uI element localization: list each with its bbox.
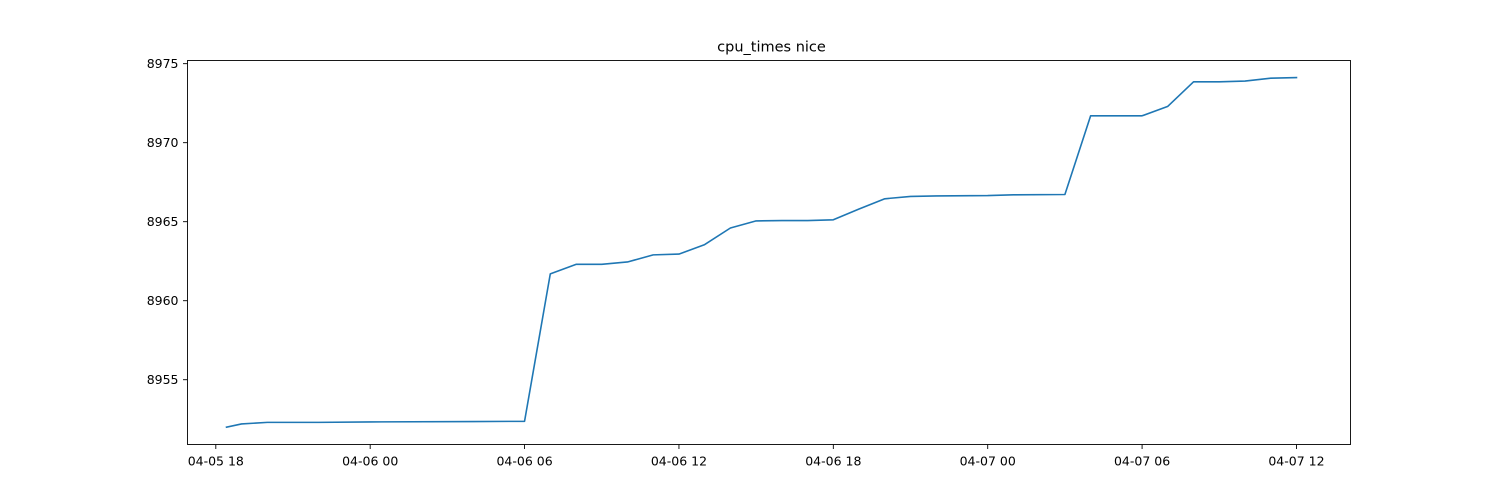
x-tick-label: 04-05 18 — [188, 454, 244, 469]
series-group — [225, 76, 1298, 429]
y-tick-label: 8965 — [147, 214, 179, 229]
y-tick-label: 8955 — [147, 372, 179, 387]
x-tick-label: 04-06 06 — [496, 454, 552, 469]
x-tick-label: 04-06 18 — [805, 454, 861, 469]
x-tick-label: 04-07 00 — [960, 454, 1016, 469]
y-tick-label: 8975 — [147, 56, 179, 71]
x-tick-label: 04-06 00 — [342, 454, 398, 469]
axes-frame — [187, 60, 1351, 445]
x-axis: 04-05 18 04-06 00 04-06 06 04-06 12 04-06 18… — [188, 444, 1325, 469]
series-line — [225, 76, 1298, 429]
y-axis: 8955 8960 8965 8970 8975 — [147, 56, 188, 387]
x-tick-label: 04-06 12 — [651, 454, 707, 469]
x-tick-label: 04-07 06 — [1114, 454, 1170, 469]
y-tick-label: 8970 — [147, 135, 179, 150]
chart-title: cpu_times nice — [717, 40, 826, 56]
y-tick-label: 8960 — [147, 293, 179, 308]
x-tick-label: 04-07 12 — [1268, 454, 1324, 469]
